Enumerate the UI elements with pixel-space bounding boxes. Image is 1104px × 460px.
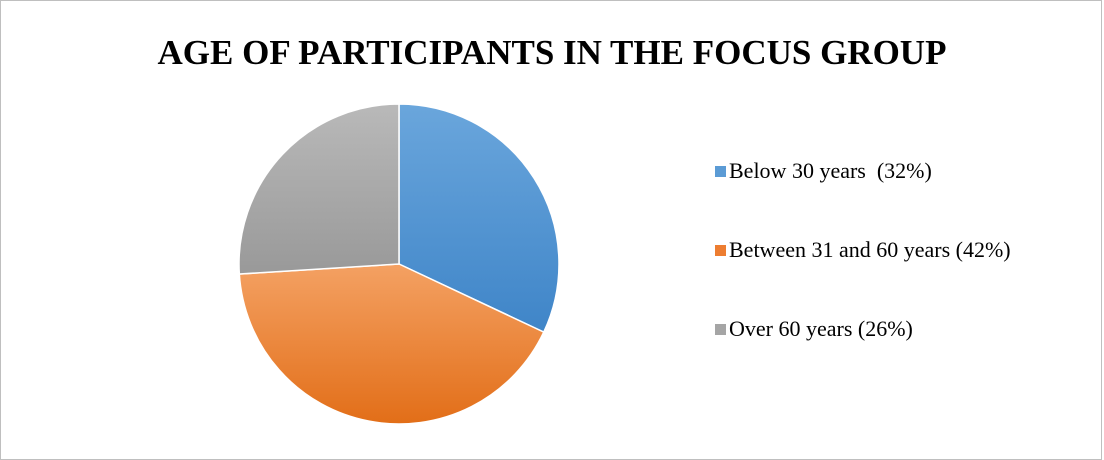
legend-swatch-below-30 [715, 165, 726, 177]
legend-swatch-over-60 [715, 323, 726, 335]
pie-slice-31-to-60 [238, 263, 545, 425]
legend-label-below-30: Below 30 years (32%) [729, 158, 932, 183]
legend-swatch-31-to-60 [715, 244, 726, 256]
legend-label-over-60: Over 60 years (26%) [729, 316, 913, 341]
pie-chart [238, 103, 560, 425]
legend: Below 30 years (32%) Between 31 and 60 y… [715, 158, 1011, 395]
pie-slice-over-60 [238, 103, 400, 275]
legend-item-over-60: Over 60 years (26%) [715, 316, 1011, 342]
pie-slices [238, 103, 560, 425]
pie-slice-below-30 [398, 103, 560, 334]
legend-item-below-30: Below 30 years (32%) [715, 158, 1011, 184]
legend-item-31-to-60: Between 31 and 60 years (42%) [715, 237, 1011, 263]
chart-title: AGE OF PARTICIPANTS IN THE FOCUS GROUP [157, 33, 947, 72]
legend-label-31-to-60: Between 31 and 60 years (42%) [729, 237, 1011, 262]
